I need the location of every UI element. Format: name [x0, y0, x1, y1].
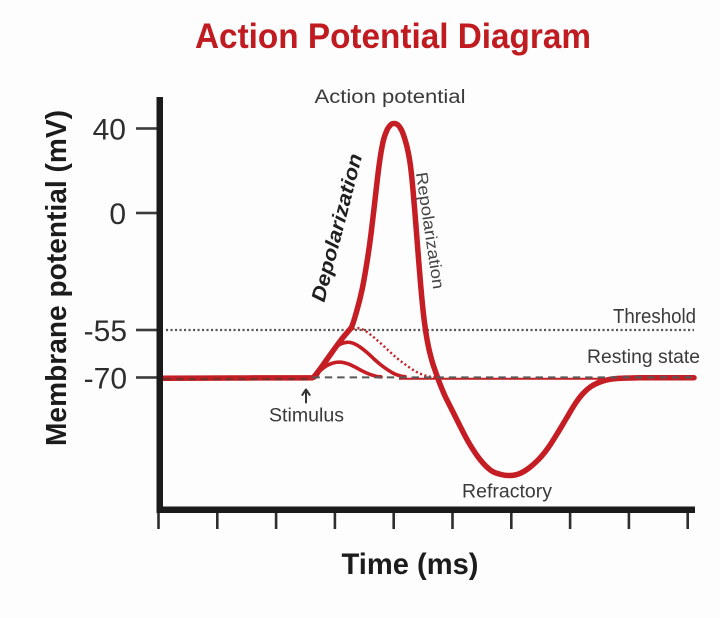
svg-text:Action Potential Diagram: Action Potential Diagram: [195, 17, 591, 56]
svg-text:Stimulus: Stimulus: [269, 406, 344, 427]
svg-text:Refractory: Refractory: [462, 482, 553, 503]
svg-text:Action potential: Action potential: [315, 87, 466, 108]
svg-text:Resting state: Resting state: [587, 347, 700, 368]
svg-text:-70: -70: [84, 362, 127, 395]
svg-text:Time (ms): Time (ms): [342, 548, 479, 581]
svg-text:0: 0: [109, 198, 126, 231]
svg-text:Threshold: Threshold: [613, 306, 696, 328]
svg-text:Membrane potential (mV): Membrane potential (mV): [41, 110, 73, 446]
svg-text:-55: -55: [84, 315, 127, 348]
svg-text:40: 40: [93, 113, 126, 146]
